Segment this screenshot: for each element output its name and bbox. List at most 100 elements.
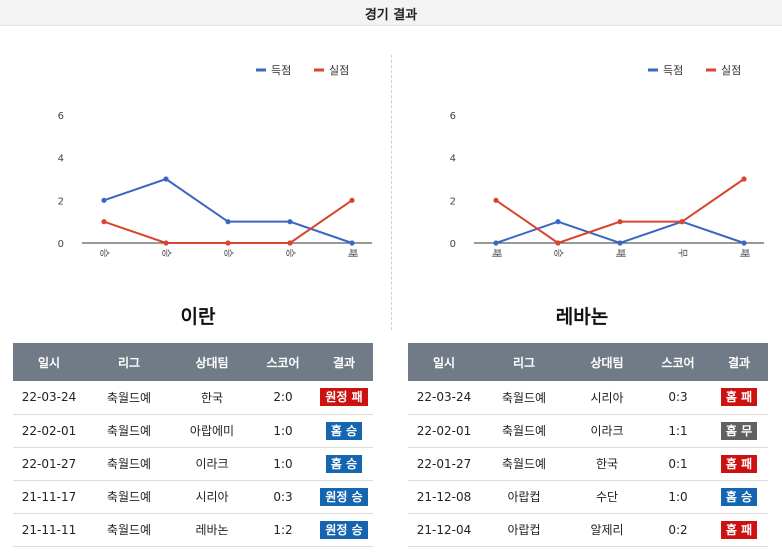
data-point-scored <box>349 240 355 246</box>
cell-result: 원정 승 <box>315 480 373 514</box>
data-point-conceded <box>163 240 169 246</box>
col-header-date: 일시 <box>408 343 480 381</box>
iran-form-chart: 0 2 4 6 승 승 승 승 패 득점 실점 <box>0 40 390 280</box>
series-line-conceded <box>495 178 745 245</box>
cell-result: 홈 무 <box>710 414 768 448</box>
result-badge: 홈 패 <box>720 520 758 539</box>
cell-date: 22-03-24 <box>408 381 480 415</box>
col-header-date: 일시 <box>13 343 85 381</box>
cell-league: 축월드예 <box>480 381 568 415</box>
cell-score: 0:2 <box>646 513 710 547</box>
y-tick-label: 4 <box>58 154 64 165</box>
table-row: 22-03-24 축월드예 시리아 0:3 홈 패 <box>408 381 768 415</box>
col-header-result: 결과 <box>315 343 373 381</box>
cell-score: 1:0 <box>646 480 710 514</box>
col-header-league: 리그 <box>480 343 568 381</box>
cell-score: 1:2 <box>251 513 315 547</box>
cell-result: 홈 패 <box>710 381 768 415</box>
result-badge: 원정 승 <box>320 520 368 539</box>
cell-score: 2:0 <box>251 381 315 415</box>
x-tick-label: 패 <box>614 248 626 257</box>
cell-opponent: 레바논 <box>173 513 251 547</box>
table-row: 21-11-17 축월드예 시리아 0:3 원정 승 <box>13 480 373 514</box>
data-point-scored <box>163 176 169 182</box>
series-line-scored <box>103 177 353 244</box>
header-bar: 경기 결과 <box>0 0 782 26</box>
cell-opponent: 수단 <box>568 480 646 514</box>
data-point-conceded <box>617 219 623 225</box>
cell-opponent: 아랍에미 <box>173 414 251 448</box>
cell-result: 홈 패 <box>710 447 768 481</box>
x-tick-label: 승 <box>222 248 234 257</box>
data-point-conceded <box>741 176 747 182</box>
col-header-opponent: 상대팀 <box>173 343 251 381</box>
table-row: 22-03-24 축월드예 한국 2:0 원정 패 <box>13 381 373 415</box>
x-tick-label: 패 <box>738 248 750 257</box>
cell-opponent: 한국 <box>173 381 251 415</box>
cell-opponent: 한국 <box>568 447 646 481</box>
cell-league: 축월드예 <box>85 513 173 547</box>
legend-label: 실점 <box>721 64 741 77</box>
result-badge: 원정 패 <box>320 388 368 407</box>
cell-score: 1:1 <box>646 414 710 448</box>
lebanon-form-chart: 0 2 4 6 패 승 패 무 패 득점 실점 <box>392 40 782 280</box>
result-badge: 홈 승 <box>325 454 363 473</box>
section-divider <box>391 55 392 330</box>
y-tick-label: 2 <box>450 196 456 207</box>
cell-score: 1:0 <box>251 414 315 448</box>
cell-league: 축월드예 <box>480 414 568 448</box>
result-badge: 홈 패 <box>720 454 758 473</box>
cell-score: 0:3 <box>251 480 315 514</box>
table-row: 22-02-01 축월드예 이라크 1:1 홈 무 <box>408 414 768 448</box>
x-tick-label: 패 <box>346 248 358 257</box>
data-point-conceded <box>679 219 685 225</box>
iran-results-table: 일시 리그 상대팀 스코어 결과 22-03-24 축월드예 한국 2:0 원정 패 22… <box>13 343 373 547</box>
table-row: 21-11-11 축월드예 레바논 1:2 원정 승 <box>13 513 373 547</box>
legend-label: 득점 <box>663 64 683 77</box>
y-tick-label: 0 <box>58 239 64 250</box>
result-badge: 홈 승 <box>325 421 363 440</box>
cell-date: 21-11-11 <box>13 513 85 547</box>
data-point-scored <box>617 240 623 246</box>
data-point-scored <box>741 240 747 246</box>
table-header-row: 일시 리그 상대팀 스코어 결과 <box>408 343 768 381</box>
iran-line-chart: 0 2 4 6 승 승 승 승 패 득점 실점 <box>58 64 372 258</box>
col-header-opponent: 상대팀 <box>568 343 646 381</box>
y-tick-label: 2 <box>58 196 64 207</box>
data-point-scored <box>493 240 499 246</box>
table-row: 22-02-01 축월드예 아랍에미 1:0 홈 승 <box>13 414 373 448</box>
cell-opponent: 시리아 <box>568 381 646 415</box>
cell-date: 21-11-17 <box>13 480 85 514</box>
cell-score: 0:3 <box>646 381 710 415</box>
cell-opponent: 이라크 <box>173 447 251 481</box>
y-tick-label: 0 <box>450 239 456 250</box>
cell-result: 홈 승 <box>710 480 768 514</box>
cell-date: 22-01-27 <box>408 447 480 481</box>
y-tick-label: 4 <box>450 154 456 165</box>
data-point-conceded <box>225 240 231 246</box>
cell-result: 홈 패 <box>710 513 768 547</box>
data-point-scored <box>555 219 561 225</box>
cell-date: 21-12-04 <box>408 513 480 547</box>
cell-league: 아랍컵 <box>480 513 568 547</box>
table-header-row: 일시 리그 상대팀 스코어 결과 <box>13 343 373 381</box>
legend-label: 실점 <box>329 64 349 77</box>
cell-league: 축월드예 <box>85 447 173 481</box>
cell-result: 원정 패 <box>315 381 373 415</box>
x-tick-label: 승 <box>284 248 296 257</box>
cell-score: 0:1 <box>646 447 710 481</box>
x-tick-label: 승 <box>160 248 172 257</box>
result-badge: 홈 패 <box>720 388 758 407</box>
lebanon-results-table: 일시 리그 상대팀 스코어 결과 22-03-24 축월드예 시리아 0:3 홈 패 22… <box>408 343 768 547</box>
table-row: 21-12-04 아랍컵 알제리 0:2 홈 패 <box>408 513 768 547</box>
lebanon-line-chart: 0 2 4 6 패 승 패 무 패 득점 실점 <box>450 64 764 258</box>
cell-date: 21-12-08 <box>408 480 480 514</box>
cell-result: 홈 승 <box>315 414 373 448</box>
data-point-scored <box>101 197 107 203</box>
team-name-away: 레바논 <box>555 306 609 328</box>
cell-league: 축월드예 <box>85 414 173 448</box>
data-point-conceded <box>349 197 355 203</box>
result-badge: 원정 승 <box>320 487 368 506</box>
col-header-score: 스코어 <box>646 343 710 381</box>
table-row: 22-01-27 축월드예 한국 0:1 홈 패 <box>408 447 768 481</box>
